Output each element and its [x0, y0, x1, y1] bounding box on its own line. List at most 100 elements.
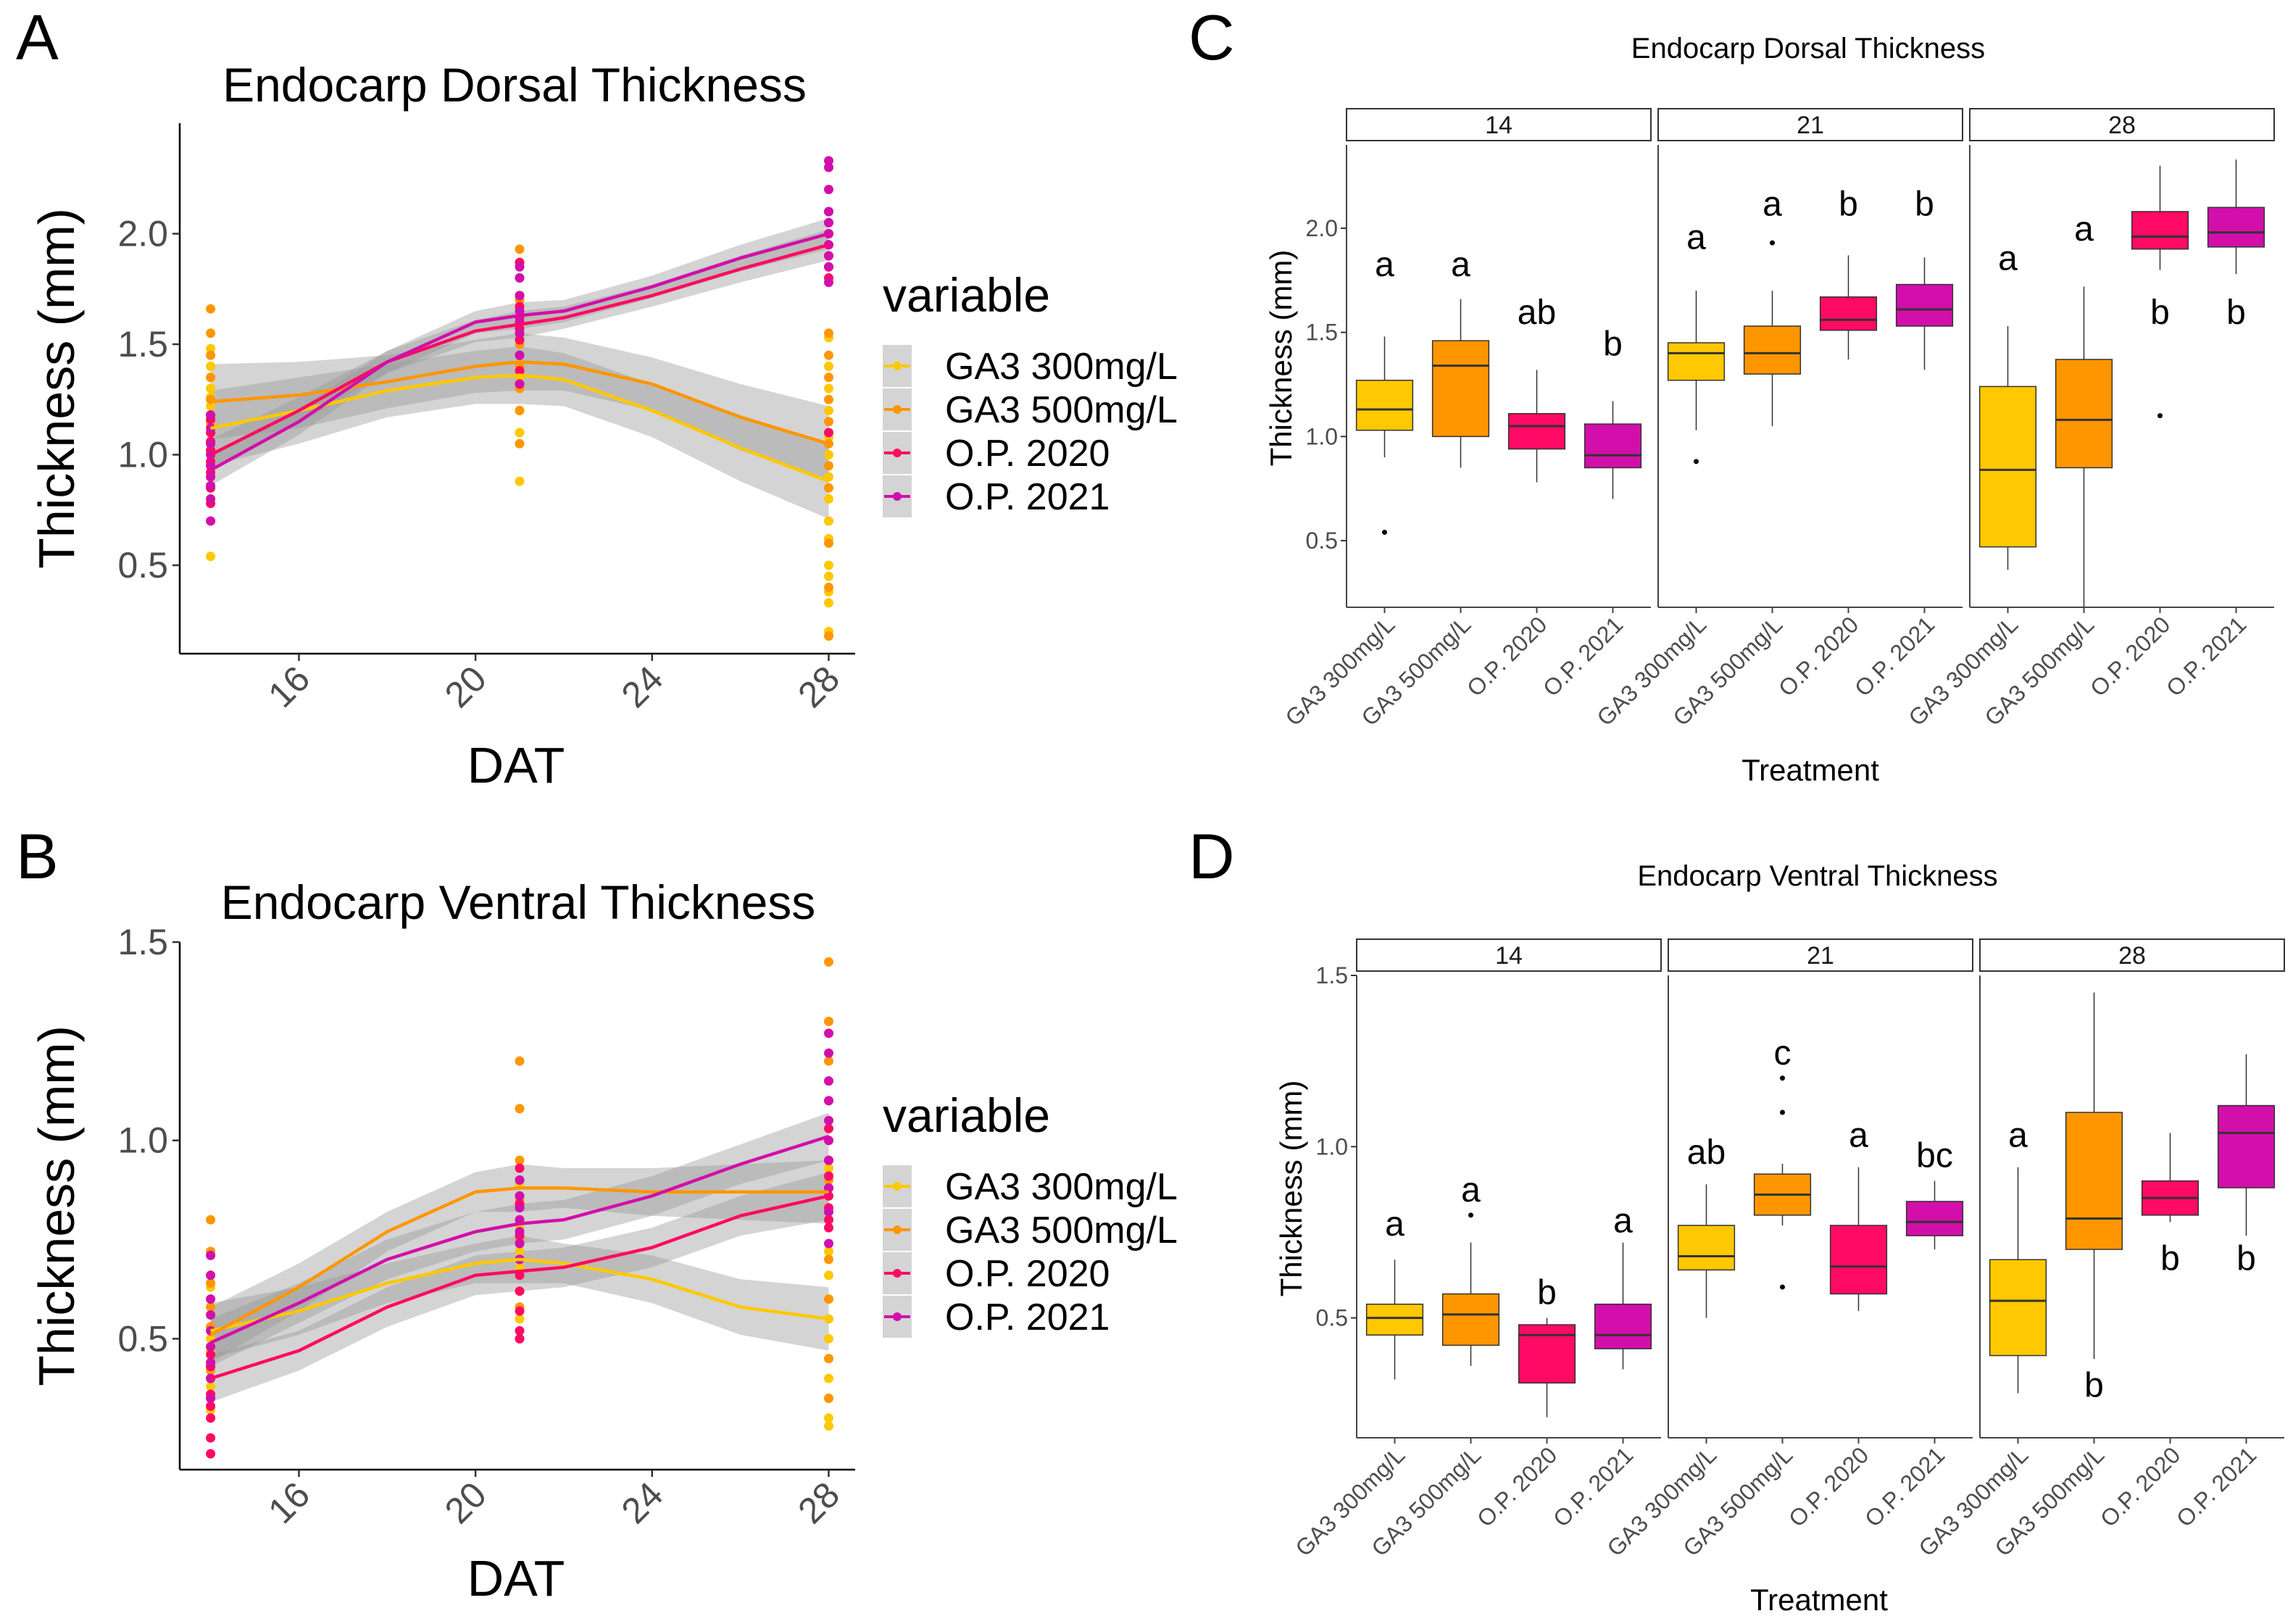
y-axis-label: Thickness (mm) — [1264, 250, 1298, 467]
data-point-o-p-2021 — [206, 1294, 216, 1304]
data-point-o-p-2021 — [824, 185, 833, 194]
data-point-o-p-2021 — [824, 162, 833, 172]
legend-label: O.P. 2021 — [945, 476, 1110, 518]
data-point-ga3-300mg-l — [515, 1314, 525, 1324]
box-body — [2055, 359, 2113, 469]
data-point-o-p-2021 — [824, 262, 833, 272]
significance-letter: a — [1451, 246, 1470, 284]
series-line-o-p-2020 — [209, 1194, 829, 1381]
data-point-ga3-500mg-l — [824, 328, 833, 338]
legend-key-point — [893, 449, 902, 457]
data-point-o-p-2021 — [206, 480, 216, 491]
box-body — [2217, 1104, 2276, 1188]
y-tick-label: 1.0 — [117, 435, 168, 475]
data-point-o-p-2020 — [515, 1163, 525, 1173]
y-tick-label: 0.5 — [117, 1318, 168, 1359]
box-o-p-2021: bc O.P. 2021 — [1860, 1137, 1964, 1532]
outlier-point — [1468, 1212, 1473, 1218]
box-body — [1743, 325, 1802, 375]
panel-letter: B — [16, 820, 59, 892]
significance-letter: a — [1461, 1171, 1481, 1209]
outlier-point — [1780, 1284, 1785, 1290]
legend-label: O.P. 2021 — [945, 1296, 1110, 1338]
x-axis-label: DAT — [467, 1550, 565, 1607]
chart-title: Endocarp Ventral Thickness — [221, 875, 816, 929]
data-point-ga3-300mg-l — [206, 362, 216, 371]
data-point-ga3-500mg-l — [824, 394, 833, 404]
legend-label: O.P. 2020 — [945, 433, 1110, 475]
x-tick-label: 20 — [437, 1474, 494, 1531]
data-point-ga3-300mg-l — [824, 406, 833, 415]
y-tick-label: 1.5 — [1316, 962, 1348, 988]
data-point-ga3-300mg-l — [824, 494, 833, 504]
data-point-ga3-300mg-l — [824, 1421, 833, 1431]
x-tick-label: O.P. 2020 — [1472, 1441, 1562, 1531]
y-tick-label: 1.0 — [117, 1120, 168, 1161]
outlier-point — [1694, 459, 1699, 465]
data-point-ga3-300mg-l — [206, 343, 216, 354]
data-point-o-p-2021 — [515, 273, 525, 283]
data-point-ga3-300mg-l — [515, 476, 525, 486]
facet-strip — [1346, 108, 1652, 141]
x-tick-label: 24 — [614, 1474, 671, 1531]
significance-letter: b — [2084, 1366, 2104, 1404]
data-point-o-p-2020 — [515, 366, 525, 376]
significance-letter: a — [2074, 210, 2094, 249]
significance-letter: a — [2008, 1116, 2028, 1154]
x-tick-label: 24 — [614, 658, 671, 715]
data-point-ga3-500mg-l — [824, 1017, 833, 1026]
data-point-ga3-500mg-l — [515, 1104, 525, 1114]
data-point-o-p-2020 — [515, 1325, 525, 1336]
data-point-o-p-2021 — [824, 278, 833, 288]
facet-strip — [1657, 108, 1963, 141]
legend-key-point — [893, 1269, 902, 1278]
data-point-ga3-300mg-l — [824, 1246, 833, 1257]
data-point-ga3-300mg-l — [824, 362, 833, 371]
x-tick-label: O.P. 2020 — [2095, 1441, 2185, 1531]
significance-letter: a — [1998, 239, 2018, 278]
significance-letter: b — [1537, 1274, 1557, 1312]
data-point-o-p-2020 — [824, 1123, 833, 1133]
significance-letter: b — [1603, 325, 1623, 363]
legend-label: GA3 500mg/L — [945, 1209, 1178, 1252]
y-tick-label: 1.5 — [117, 922, 168, 962]
data-point-ga3-300mg-l — [515, 428, 525, 438]
box-o-p-2021: b O.P. 2021 — [1849, 186, 1954, 701]
y-axis-label: Thickness (mm) — [1274, 1080, 1308, 1297]
significance-letter: a — [1613, 1202, 1633, 1240]
data-point-o-p-2020 — [206, 1401, 216, 1411]
x-tick-label: 16 — [260, 658, 317, 715]
y-tick-label: 1.0 — [1306, 423, 1338, 449]
data-point-ga3-300mg-l — [824, 598, 833, 608]
series-line-o-p-2021 — [209, 232, 830, 472]
facet-strip-label: 21 — [1807, 942, 1834, 970]
legend-key-point — [893, 405, 902, 414]
data-point-o-p-2021 — [824, 251, 833, 261]
data-point-ga3-500mg-l — [824, 583, 833, 592]
data-point-o-p-2021 — [206, 1357, 216, 1367]
data-point-o-p-2021 — [206, 1250, 216, 1260]
legend-key-point — [893, 492, 902, 501]
data-point-ga3-500mg-l — [824, 1354, 833, 1364]
significance-letter: a — [1375, 246, 1394, 284]
series-line-ga3-500mg-l — [210, 360, 830, 446]
data-point-ga3-500mg-l — [515, 406, 525, 415]
data-point-o-p-2021 — [824, 1155, 833, 1165]
data-point-ga3-300mg-l — [824, 1413, 833, 1423]
significance-letter: c — [1774, 1034, 1791, 1073]
panel-letter: C — [1189, 1, 1235, 73]
data-point-o-p-2021 — [824, 207, 833, 217]
series-line-o-p-2020 — [209, 243, 830, 457]
box-body — [1431, 340, 1490, 438]
facet-strip — [1668, 938, 1973, 972]
box-body — [2065, 1112, 2123, 1250]
chart-title: Endocarp Dorsal Thickness — [1631, 33, 1985, 64]
significance-letter: ab — [1518, 293, 1556, 332]
data-point-ga3-500mg-l — [206, 350, 216, 360]
y-tick-label: 0.5 — [117, 545, 168, 586]
significance-letter: b — [1839, 186, 1858, 224]
data-point-ga3-500mg-l — [206, 1278, 216, 1288]
data-point-o-p-2021 — [824, 1238, 833, 1249]
